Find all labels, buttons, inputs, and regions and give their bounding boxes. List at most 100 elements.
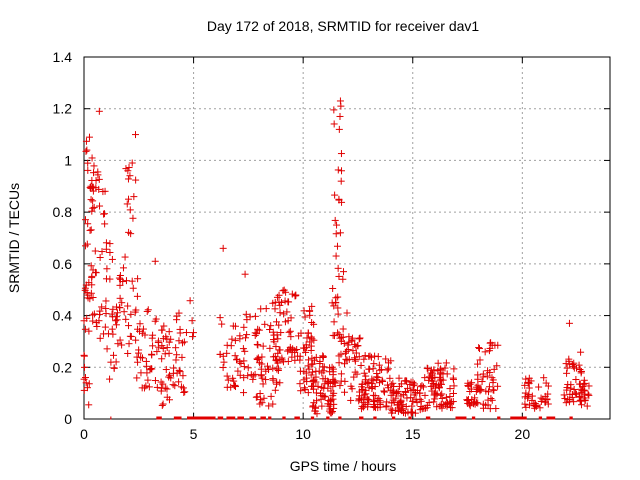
data-point: [159, 380, 167, 388]
data-point: [430, 366, 438, 374]
data-point: [216, 350, 224, 358]
data-point: [379, 377, 387, 385]
data-point: [88, 207, 96, 215]
data-point: [337, 350, 345, 358]
data-point: [148, 365, 156, 373]
data-point: [120, 308, 128, 316]
data-point: [413, 399, 421, 407]
data-point: [343, 356, 351, 364]
data-point: [83, 146, 91, 154]
data-point: [432, 391, 440, 399]
data-point: [269, 328, 277, 336]
data-point: [564, 380, 572, 388]
data-point: [304, 362, 312, 370]
data-point: [572, 375, 580, 383]
data-point: [269, 375, 277, 383]
data-point: [288, 348, 296, 356]
data-point: [143, 369, 151, 377]
data-point: [281, 297, 289, 305]
data-point: [348, 337, 356, 345]
data-point: [578, 388, 586, 396]
data-point: [279, 287, 287, 295]
data-point: [336, 112, 344, 120]
data-point: [336, 382, 344, 390]
data-point: [348, 334, 356, 342]
data-point: [337, 102, 345, 110]
data-point: [389, 379, 397, 387]
data-point: [244, 364, 252, 372]
data-point: [540, 374, 548, 382]
data-point: [277, 298, 285, 306]
data-point: [102, 245, 110, 253]
data-point: [87, 289, 95, 297]
data-point: [416, 406, 424, 414]
x-tick-label: 10: [295, 426, 311, 442]
data-point: [476, 356, 484, 364]
data-point: [102, 239, 110, 247]
data-point: [137, 369, 145, 377]
data-point: [240, 323, 248, 331]
data-point: [577, 348, 585, 356]
data-point: [577, 385, 585, 393]
data-point: [364, 396, 372, 404]
data-point: [543, 395, 551, 403]
data-point: [109, 305, 117, 313]
data-point: [267, 392, 275, 400]
data-point: [490, 365, 498, 373]
data-point: [258, 353, 266, 361]
data-point: [291, 292, 299, 300]
data-point: [88, 154, 96, 162]
data-point: [251, 329, 259, 337]
data-point: [242, 334, 250, 342]
y-tick-label: 0.6: [53, 256, 73, 272]
data-point: [331, 216, 339, 224]
data-point: [253, 330, 261, 338]
data-point: [330, 404, 338, 412]
data-point: [419, 383, 427, 391]
data-point: [333, 242, 341, 250]
data-point: [87, 196, 95, 204]
data-point: [112, 321, 120, 329]
data-point: [240, 389, 248, 397]
data-point: [474, 371, 482, 379]
data-point: [341, 377, 349, 385]
data-point: [341, 388, 349, 396]
data-point: [407, 409, 415, 417]
data-point: [251, 312, 259, 320]
data-point: [368, 383, 376, 391]
data-point: [351, 341, 359, 349]
data-point: [116, 304, 124, 312]
data-point: [329, 395, 337, 403]
data-point: [163, 393, 171, 401]
data-point: [302, 374, 310, 382]
data-point: [307, 371, 315, 379]
data-point: [403, 377, 411, 385]
data-point: [478, 378, 486, 386]
data-point: [468, 379, 476, 387]
data-point: [220, 358, 228, 366]
data-point: [256, 390, 264, 398]
data-point: [578, 401, 586, 409]
data-point: [296, 380, 304, 388]
data-point: [265, 366, 273, 374]
data-point: [128, 159, 136, 167]
data-point: [280, 286, 288, 294]
data-point: [464, 379, 472, 387]
data-point: [130, 193, 138, 201]
data-point: [360, 355, 368, 363]
data-point: [269, 400, 277, 408]
data-point: [138, 354, 146, 362]
data-point: [104, 330, 112, 338]
data-point: [81, 374, 89, 382]
data-point: [172, 344, 180, 352]
data-point: [236, 371, 244, 379]
data-point: [584, 390, 592, 398]
data-point: [447, 398, 455, 406]
data-point: [179, 372, 187, 380]
data-point: [329, 371, 337, 379]
data-point: [271, 386, 279, 394]
data-point: [329, 383, 337, 391]
data-point: [94, 168, 102, 176]
data-point: [581, 397, 589, 405]
data-point: [335, 330, 343, 338]
